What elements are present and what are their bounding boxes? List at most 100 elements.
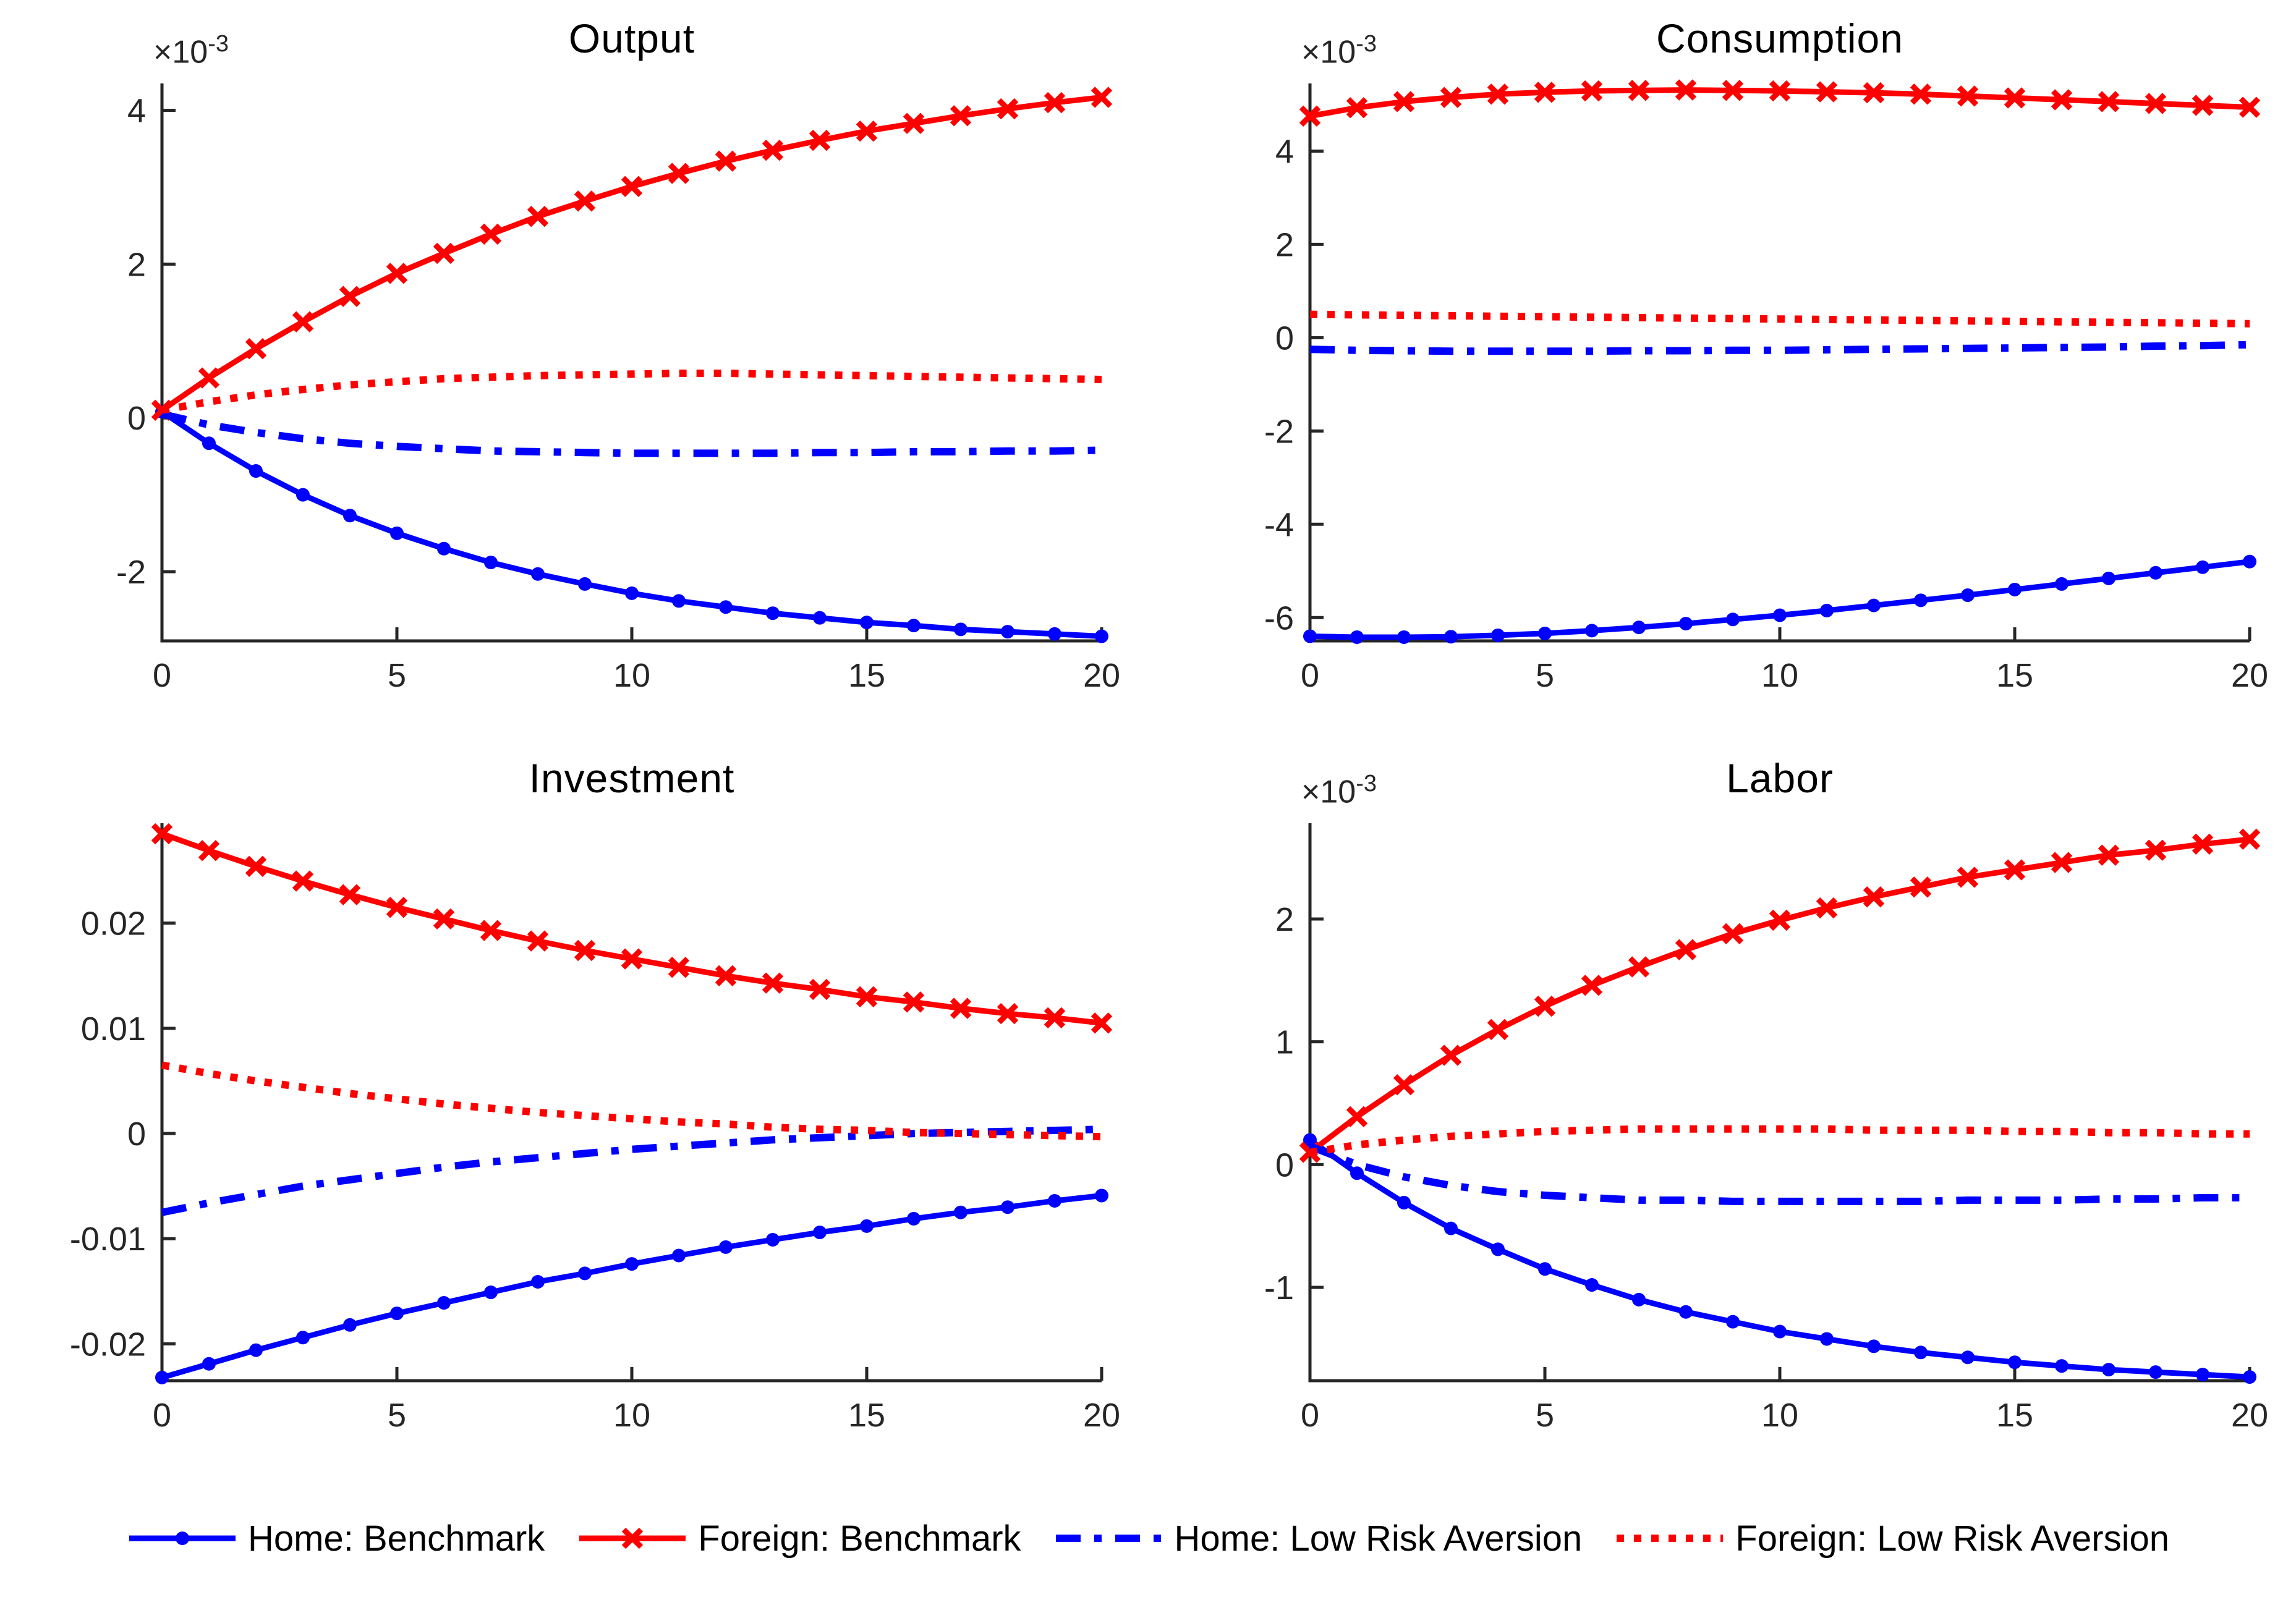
x-marker [245, 855, 267, 877]
circle-marker [2243, 1370, 2256, 1384]
x-marker [1440, 87, 1462, 108]
circle-marker [813, 1226, 827, 1240]
circle-marker [531, 567, 545, 581]
x-marker [1440, 1044, 1462, 1066]
x-marker [2004, 859, 2026, 881]
series-home-low-risk-aversion [161, 410, 1102, 457]
legend-label: Foreign: Benchmark [698, 1518, 1021, 1559]
circle-marker [1679, 617, 1693, 631]
subplot-output: ×10-3 Output 0 5 10 15 20 -2 0 2 4 [0, 0, 1148, 740]
x-marker [1816, 81, 1838, 103]
x-marker [809, 978, 831, 1001]
series-home-benchmark-markers [155, 405, 1108, 643]
x-marker [245, 338, 267, 360]
x-marker [622, 1527, 644, 1549]
x-marker [198, 367, 220, 389]
y-tick-label: 1 [1275, 1024, 1294, 1061]
circle-marker [1444, 1221, 1458, 1235]
circle-marker [2055, 1359, 2069, 1373]
x-marker [433, 242, 455, 265]
chart-consumption-canvas: 0 5 10 15 20 -6 -4 -2 0 2 4 [1264, 79, 2268, 694]
x-tick-label: 15 [1996, 1397, 2033, 1434]
circle-marker [1914, 593, 1928, 608]
legend: Home: Benchmark Foreign: Benchmark Home: L… [0, 1480, 2296, 1597]
x-marker [527, 206, 549, 227]
x-marker [715, 965, 737, 986]
circle-marker [155, 1370, 169, 1384]
x-marker [339, 286, 361, 307]
circle-marker [907, 1211, 921, 1226]
series-foreign-low-risk-aversion [1309, 1125, 2250, 1156]
circle-marker [1491, 628, 1505, 642]
x-marker [292, 311, 314, 333]
circle-marker [2149, 1365, 2162, 1379]
x-marker [292, 870, 314, 892]
axes-spines [1308, 83, 2250, 643]
series-home-benchmark-markers [1303, 1133, 2256, 1384]
x-marker [856, 986, 878, 1007]
y-tick-label: 0 [1275, 1146, 1294, 1184]
circle-marker [2008, 582, 2022, 596]
x-tick-label: 20 [1083, 657, 1120, 694]
y-tick-label: 2 [1275, 901, 1294, 938]
circle-marker [907, 619, 921, 633]
circle-marker [1820, 603, 1834, 617]
x-tick-label: 20 [2231, 657, 2268, 694]
exponent-sup: -3 [208, 31, 229, 57]
circle-marker [2055, 577, 2069, 591]
x-marker [715, 150, 737, 172]
circle-marker [1773, 1324, 1787, 1339]
circle-marker [625, 586, 639, 600]
series-foreign-benchmark-markers [1299, 828, 2261, 1163]
circle-marker [1867, 598, 1881, 612]
x-tick-label: 20 [1083, 1397, 1120, 1434]
series-home-benchmark [1308, 1137, 2250, 1380]
x-marker [856, 120, 878, 142]
legend-item: Foreign: Low Risk Aversion [1614, 1518, 2169, 1559]
x-marker [2239, 828, 2261, 850]
y-tick-label: 4 [127, 93, 146, 130]
circle-marker [1095, 1188, 1108, 1203]
x-marker [809, 129, 831, 151]
y-tick-label: 4 [1275, 133, 1294, 170]
circle-marker [1303, 629, 1317, 643]
circle-marker [1820, 1332, 1834, 1346]
x-marker [1628, 80, 1650, 101]
circle-marker [202, 1357, 216, 1371]
y-tick-label: 2 [1275, 226, 1294, 263]
x-marker [2145, 93, 2167, 114]
x-marker [1581, 80, 1603, 102]
exponent-base: ×10 [1301, 34, 1356, 70]
x-marker [950, 105, 972, 127]
exponent-base: ×10 [1301, 774, 1356, 810]
x-marker [386, 263, 408, 284]
x-marker [151, 823, 173, 845]
circle-marker [1350, 1166, 1364, 1180]
x-marker [1816, 897, 1838, 919]
x-marker [1393, 91, 1415, 112]
legend-label: Foreign: Low Risk Aversion [1735, 1518, 2169, 1559]
circle-marker [2196, 1368, 2209, 1382]
x-marker [950, 998, 972, 1019]
y-exponent-label: ×10-3 [1301, 31, 1377, 70]
circle-marker [672, 594, 686, 608]
circle-marker [625, 1257, 639, 1271]
x-marker [1910, 876, 1932, 898]
x-marker [1091, 87, 1113, 108]
circle-marker [1001, 625, 1014, 639]
circle-marker [1679, 1305, 1693, 1319]
axes-spines [160, 823, 1102, 1383]
circle-marker [249, 1343, 263, 1357]
circle-marker [1048, 627, 1061, 641]
circle-marker [578, 1266, 592, 1281]
circle-marker [1914, 1345, 1928, 1360]
circle-marker [719, 600, 733, 614]
circle-marker [860, 616, 874, 630]
x-marker [1628, 956, 1650, 978]
y-tick-label: 0 [127, 1116, 146, 1153]
y-tick-label: 0.02 [81, 905, 146, 943]
exponent-sup: -3 [1356, 771, 1377, 797]
x-marker [2051, 852, 2073, 873]
series-foreign-low-risk-aversion [1309, 310, 2250, 328]
series-foreign-low-risk-aversion [161, 370, 1102, 414]
